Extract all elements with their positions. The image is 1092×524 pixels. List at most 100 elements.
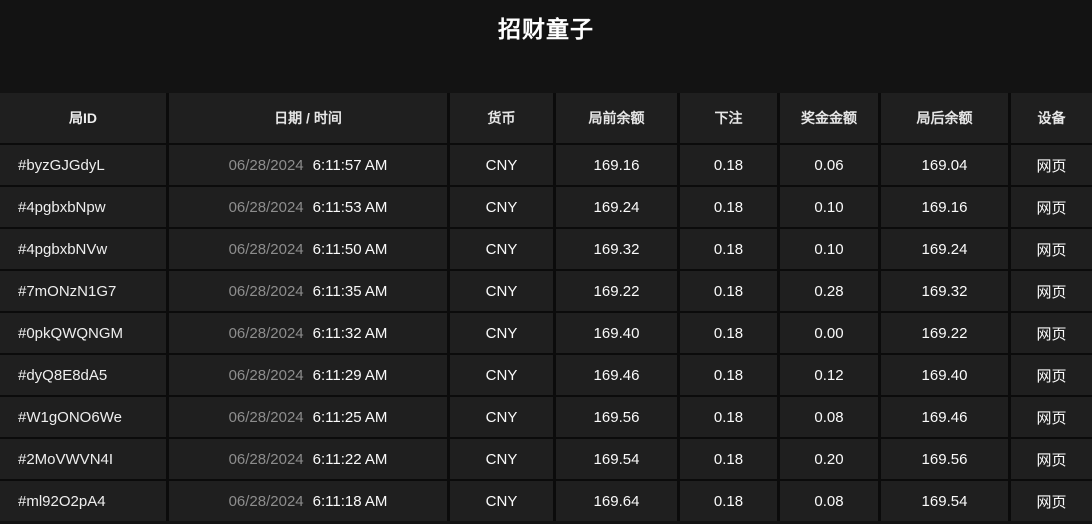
- date-text: 06/28/2024: [228, 450, 304, 468]
- datetime-cell: 06/28/2024 6:11:32 AM: [169, 313, 447, 353]
- date-text: 06/28/2024: [228, 198, 304, 216]
- device-cell: 网页: [1011, 229, 1092, 269]
- currency-cell: CNY: [450, 439, 553, 479]
- device-cell: 网页: [1011, 145, 1092, 185]
- device-cell: 网页: [1011, 439, 1092, 479]
- currency-cell: CNY: [450, 187, 553, 227]
- prize-cell: 0.12: [780, 355, 878, 395]
- device-cell: 网页: [1011, 313, 1092, 353]
- time-text: 6:11:29 AM: [312, 366, 388, 384]
- device-cell: 网页: [1011, 187, 1092, 227]
- prize-cell: 0.06: [780, 145, 878, 185]
- bet-cell: 0.18: [680, 397, 777, 437]
- bet-cell: 0.18: [680, 439, 777, 479]
- time-text: 6:11:18 AM: [312, 492, 388, 510]
- column-header-bet: 下注: [680, 93, 777, 143]
- id-cell: #7mONzN1G7: [0, 271, 166, 311]
- date-text: 06/28/2024: [228, 282, 304, 300]
- balance-after-cell: 169.40: [881, 355, 1008, 395]
- id-cell: #dyQ8E8dA5: [0, 355, 166, 395]
- date-text: 06/28/2024: [228, 366, 304, 384]
- device-cell: 网页: [1011, 481, 1092, 521]
- currency-cell: CNY: [450, 229, 553, 269]
- id-cell: #0pkQWQNGM: [0, 313, 166, 353]
- balance-before-cell: 169.64: [556, 481, 677, 521]
- column-header-currency: 货币: [450, 93, 553, 143]
- balance-before-cell: 169.54: [556, 439, 677, 479]
- currency-cell: CNY: [450, 271, 553, 311]
- column-header-prize: 奖金金额: [780, 93, 878, 143]
- time-text: 6:11:32 AM: [312, 324, 388, 342]
- time-text: 6:11:22 AM: [312, 450, 388, 468]
- balance-after-cell: 169.16: [881, 187, 1008, 227]
- balance-before-cell: 169.22: [556, 271, 677, 311]
- date-text: 06/28/2024: [228, 324, 304, 342]
- currency-cell: CNY: [450, 397, 553, 437]
- id-cell: #byzGJGdyL: [0, 145, 166, 185]
- date-text: 06/28/2024: [228, 240, 304, 258]
- balance-after-cell: 169.32: [881, 271, 1008, 311]
- bet-cell: 0.18: [680, 355, 777, 395]
- currency-cell: CNY: [450, 481, 553, 521]
- balance-before-cell: 169.56: [556, 397, 677, 437]
- prize-cell: 0.08: [780, 481, 878, 521]
- column-header-balance_after: 局后余额: [881, 93, 1008, 143]
- bet-cell: 0.18: [680, 313, 777, 353]
- time-text: 6:11:50 AM: [312, 240, 388, 258]
- bet-cell: 0.18: [680, 271, 777, 311]
- date-text: 06/28/2024: [228, 156, 304, 174]
- prize-cell: 0.08: [780, 397, 878, 437]
- prize-cell: 0.10: [780, 229, 878, 269]
- prize-cell: 0.28: [780, 271, 878, 311]
- id-cell: #W1gONO6We: [0, 397, 166, 437]
- game-history-table: 局ID 日期 / 时间 货币 局前余额 下注 奖金金额 局后余额 设备 #byzGJGdyL 0…: [0, 93, 1092, 521]
- balance-after-cell: 169.54: [881, 481, 1008, 521]
- datetime-cell: 06/28/2024 6:11:22 AM: [169, 439, 447, 479]
- balance-before-cell: 169.46: [556, 355, 677, 395]
- balance-before-cell: 169.32: [556, 229, 677, 269]
- datetime-cell: 06/28/2024 6:11:50 AM: [169, 229, 447, 269]
- datetime-cell: 06/28/2024 6:11:25 AM: [169, 397, 447, 437]
- balance-after-cell: 169.56: [881, 439, 1008, 479]
- balance-after-cell: 169.46: [881, 397, 1008, 437]
- id-cell: #4pgbxbNVw: [0, 229, 166, 269]
- prize-cell: 0.00: [780, 313, 878, 353]
- time-text: 6:11:57 AM: [312, 156, 388, 174]
- balance-before-cell: 169.24: [556, 187, 677, 227]
- datetime-cell: 06/28/2024 6:11:57 AM: [169, 145, 447, 185]
- page-title: 招财童子: [498, 16, 594, 42]
- datetime-cell: 06/28/2024 6:11:35 AM: [169, 271, 447, 311]
- bet-cell: 0.18: [680, 187, 777, 227]
- datetime-cell: 06/28/2024 6:11:53 AM: [169, 187, 447, 227]
- device-cell: 网页: [1011, 355, 1092, 395]
- datetime-cell: 06/28/2024 6:11:18 AM: [169, 481, 447, 521]
- balance-before-cell: 169.40: [556, 313, 677, 353]
- balance-after-cell: 169.24: [881, 229, 1008, 269]
- id-cell: #4pgbxbNpw: [0, 187, 166, 227]
- currency-cell: CNY: [450, 145, 553, 185]
- column-header-device: 设备: [1011, 93, 1092, 143]
- prize-cell: 0.10: [780, 187, 878, 227]
- currency-cell: CNY: [450, 313, 553, 353]
- prize-cell: 0.20: [780, 439, 878, 479]
- column-header-balance_before: 局前余额: [556, 93, 677, 143]
- device-cell: 网页: [1011, 271, 1092, 311]
- id-cell: #2MoVWVN4I: [0, 439, 166, 479]
- time-text: 6:11:25 AM: [312, 408, 388, 426]
- id-cell: #ml92O2pA4: [0, 481, 166, 521]
- balance-after-cell: 169.04: [881, 145, 1008, 185]
- time-text: 6:11:35 AM: [312, 282, 388, 300]
- bet-cell: 0.18: [680, 145, 777, 185]
- column-header-id: 局ID: [0, 93, 166, 143]
- device-cell: 网页: [1011, 397, 1092, 437]
- bet-cell: 0.18: [680, 229, 777, 269]
- time-text: 6:11:53 AM: [312, 198, 388, 216]
- date-text: 06/28/2024: [228, 492, 304, 510]
- date-text: 06/28/2024: [228, 408, 304, 426]
- bet-cell: 0.18: [680, 481, 777, 521]
- balance-after-cell: 169.22: [881, 313, 1008, 353]
- column-header-datetime: 日期 / 时间: [169, 93, 447, 143]
- currency-cell: CNY: [450, 355, 553, 395]
- datetime-cell: 06/28/2024 6:11:29 AM: [169, 355, 447, 395]
- balance-before-cell: 169.16: [556, 145, 677, 185]
